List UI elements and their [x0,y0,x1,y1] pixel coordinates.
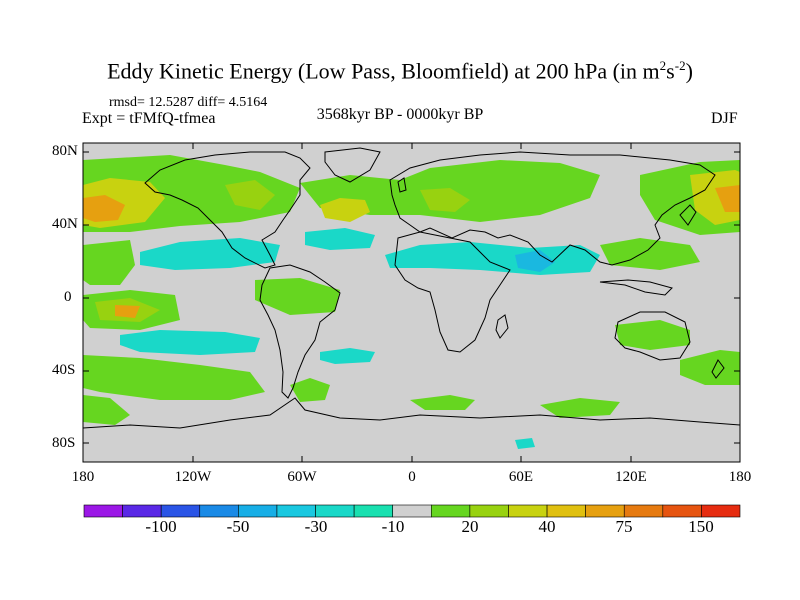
lat-label-80n: 80N [52,143,78,159]
lon-label-120e: 120E [615,469,647,485]
period-label: 3568kyr BP - 0000kyr BP [316,106,484,123]
field-yellow-europe [420,188,470,212]
colorbar-label-2: -50 [226,517,250,536]
colorbar-box [662,504,702,518]
lon-label-0: 0 [408,469,416,485]
field-yellow-north-america [225,180,275,210]
field-green-south-ocean-east [540,398,620,418]
field-green-south-indian [410,395,475,410]
colorbar-box [392,504,432,518]
colorbar-label-5: 20 [461,517,479,536]
coast-north-america [144,151,311,269]
field-blue-arabia [515,250,555,272]
lon-label-60e: 60E [508,469,534,485]
map-title: Eddy Kinetic Energy (Low Pass, Bloomfiel… [107,58,693,84]
field-cyan-south-polar [515,438,535,449]
field-green-sw-pacific [680,350,740,385]
coast-new-zealand [711,359,725,379]
field-orange-equator-pacific [115,305,140,318]
colorbar-box [199,504,239,518]
coast-antarctica [83,397,740,429]
colorbar-box [315,504,355,518]
stats-line: rmsd= 12.5287 diff= 4.5164 [109,95,268,110]
coast-madagascar [495,314,509,339]
colorbar-label-1: -100 [145,517,177,536]
coast-greenland [324,147,381,183]
colorbar-label-8: 150 [688,517,714,536]
field-orange-west-pacific [83,195,125,222]
field-orange-east-asia [715,185,740,212]
colorbar [83,504,741,518]
lon-label-60w: 60W [287,469,317,485]
coast-japan [679,204,697,226]
experiment-label: Expt = tFMfQ-tfmea [82,110,216,127]
colorbar-label-3: -30 [304,517,328,536]
season-label: DJF [711,110,738,127]
coast-south-america [259,264,341,399]
coast-africa [394,231,511,353]
colorbar-label-4: -10 [381,517,405,536]
lon-label-120w: 120W [174,469,212,485]
coast-indonesia [599,279,673,296]
lon-label-180e: 180 [728,469,752,485]
colorbar-box [238,504,278,518]
lat-label-40s: 40S [52,362,76,378]
field-cyan-south-atlantic [320,348,375,364]
field-green-australia [615,320,690,350]
colorbar-box [83,504,123,518]
colorbar-label-7: 75 [615,517,633,536]
lat-label-40n: 40N [52,216,78,232]
lat-label-80s: 80S [52,435,76,451]
field-green-south-pacific-storm [83,355,265,400]
lon-label-180w: 180 [71,469,95,485]
coast-uk [397,177,407,193]
axis-ticks [83,143,740,462]
field-green-east-asia-trop [600,238,700,270]
colorbar-box [353,504,394,518]
field-green-tropical-pacific [83,240,135,285]
colorbar-label-6: 40 [538,517,556,536]
colorbar-box [160,504,201,518]
coastlines [83,147,740,429]
colorbar-box [623,504,664,518]
lat-label-0: 0 [64,289,72,305]
coast-australia [614,311,691,361]
colorbar-box [276,504,316,518]
colorbar-box [430,504,471,518]
field-cyan-atlantic [305,228,375,250]
colorbar-box [701,504,741,518]
coast-eurasia [389,151,716,266]
colorbar-box [469,504,509,518]
colorbar-box [585,504,625,518]
field-green-south-atlantic-storm [290,378,330,402]
colorbar-box [122,504,162,518]
field-green-south-polar-west [83,395,130,425]
colorbar-box [508,504,548,518]
field-yellow-atlantic [320,198,370,222]
colorbar-box [546,504,586,518]
field-cyan-pacific [140,238,280,270]
field-green-south-america-trop [255,278,340,315]
field-cyan-south-pacific [120,330,260,355]
